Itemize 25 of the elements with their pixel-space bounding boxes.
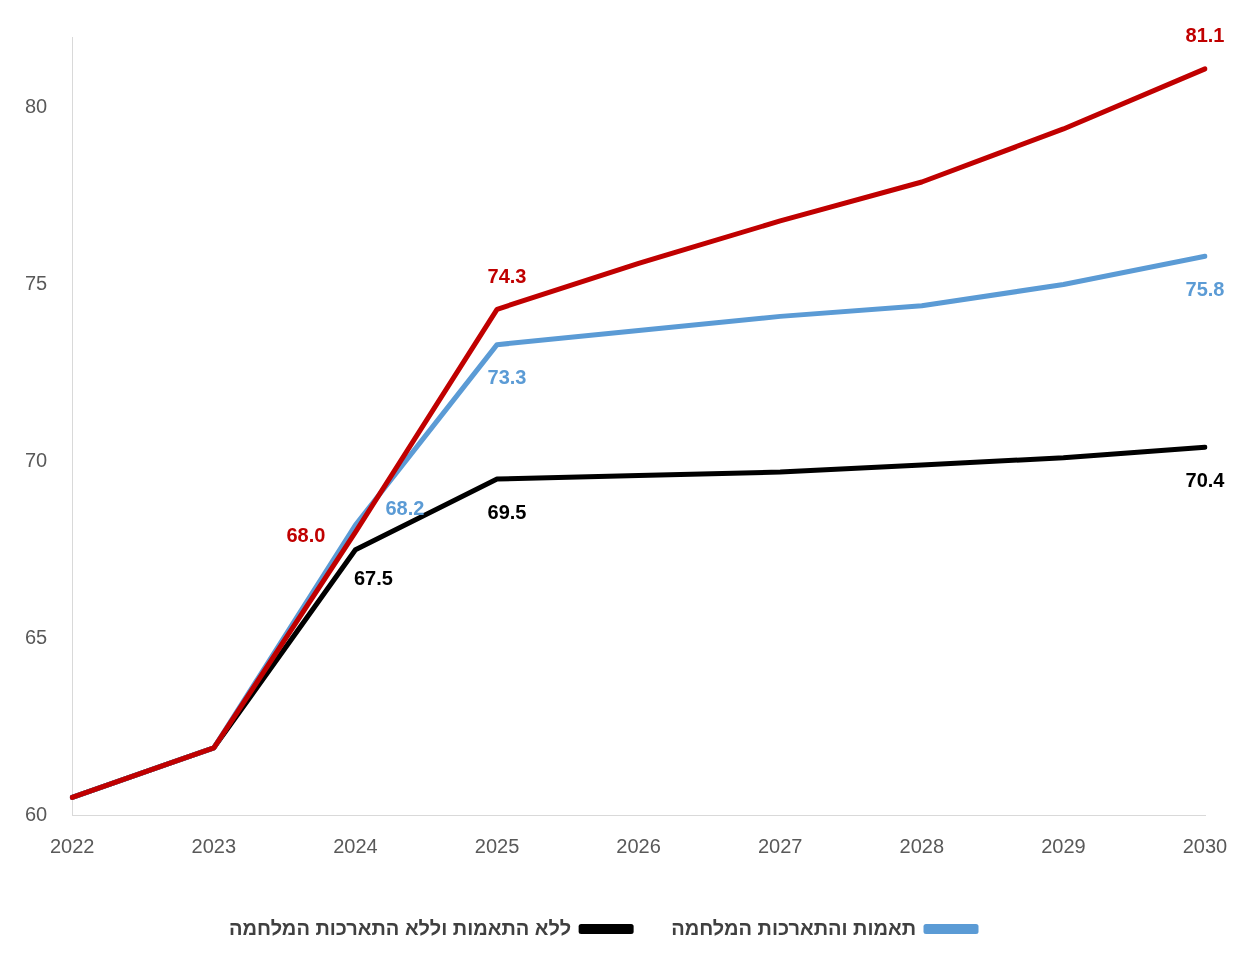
x-tick-label: 2024 xyxy=(333,834,378,857)
data-label: 75.8 xyxy=(1185,277,1225,300)
data-label: 74.3 xyxy=(487,264,527,287)
data-label: 68.0 xyxy=(286,523,326,546)
x-tick-label: 2027 xyxy=(757,834,803,857)
y-tick-label: 65 xyxy=(25,625,48,648)
x-tick-label: 2022 xyxy=(50,834,95,857)
x-tick-label: 2026 xyxy=(616,834,661,857)
data-label: 70.4 xyxy=(1185,468,1226,491)
legend-label: תאמות והתארכות המלחמה xyxy=(671,916,917,939)
x-tick-label: 2025 xyxy=(474,834,520,857)
legend-label: ללא התאמות וללא התארכות המלחמה xyxy=(228,916,572,939)
x-tick-label: 2029 xyxy=(1041,834,1086,857)
y-tick-label: 75 xyxy=(25,272,48,295)
y-tick-label: 70 xyxy=(25,448,48,471)
data-label: 73.3 xyxy=(487,366,527,389)
x-tick-label: 2028 xyxy=(899,834,945,857)
data-label: 68.2 xyxy=(385,496,425,519)
data-label: 67.5 xyxy=(353,567,393,590)
x-tick-label: 2023 xyxy=(191,834,237,857)
x-tick-label: 2030 xyxy=(1182,834,1228,857)
data-label: 81.1 xyxy=(1185,24,1225,47)
y-tick-label: 60 xyxy=(25,802,48,825)
data-label: 69.5 xyxy=(487,500,527,523)
y-tick-label: 80 xyxy=(25,95,48,118)
